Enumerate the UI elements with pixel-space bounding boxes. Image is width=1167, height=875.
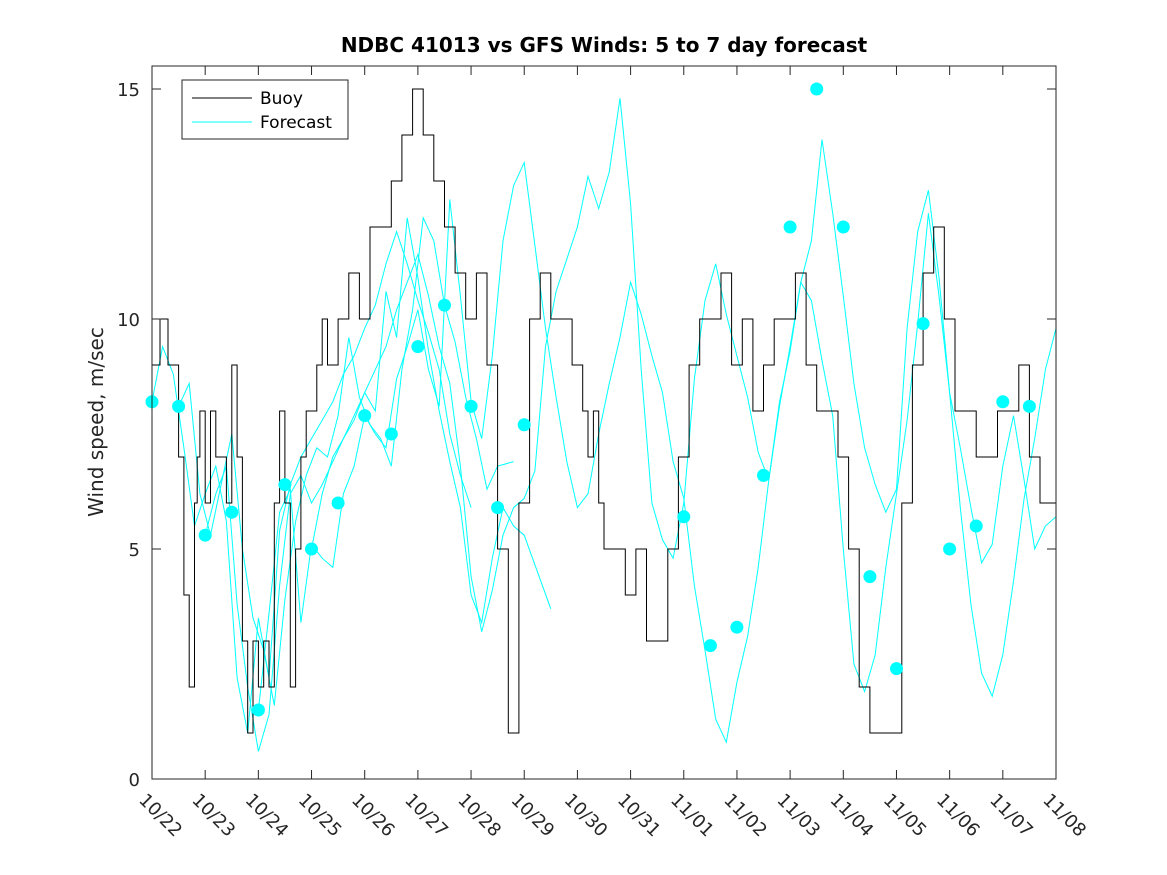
plot-frame	[151, 65, 1057, 780]
forecast-point	[464, 399, 478, 413]
forecast-point	[863, 570, 877, 584]
forecast-point	[305, 542, 318, 556]
forecast-point	[996, 395, 1010, 409]
y-axis-label: Wind speed, m/sec	[84, 327, 108, 517]
legend-forecast-label: Forecast	[260, 113, 332, 133]
legend-buoy-label: Buoy	[260, 89, 303, 109]
forecast-point	[943, 542, 957, 556]
forecast-point	[1022, 399, 1036, 413]
forecast-point	[225, 505, 239, 519]
buoy-line	[152, 88, 1056, 734]
forecast-point	[890, 662, 903, 676]
forecast-point	[703, 639, 717, 653]
forecast-trace-2	[178, 215, 514, 706]
chart-title: NDBC 41013 vs GFS Winds: 5 to 7 day fore…	[341, 33, 868, 57]
legend: Buoy Forecast	[181, 79, 349, 140]
legend-box	[181, 79, 349, 140]
forecast-point	[677, 510, 691, 524]
forecast-point	[783, 220, 797, 234]
forecast-point	[198, 528, 212, 542]
plot-area	[152, 66, 1056, 779]
forecast-point	[517, 418, 531, 432]
y-tick-label: 0	[129, 770, 140, 791]
y-tick-label: 5	[129, 540, 140, 561]
y-tick-label: 15	[117, 80, 140, 101]
forecast-point	[916, 317, 930, 331]
forecast-point	[358, 409, 372, 423]
forecast-point	[810, 82, 824, 96]
forecast-point	[172, 399, 186, 413]
forecast-point	[251, 703, 265, 717]
y-axis: 0 5 10 15	[117, 80, 1056, 791]
forecast-point	[491, 501, 505, 515]
forecast-point	[969, 519, 983, 533]
y-tick-label: 10	[117, 310, 140, 331]
forecast-point	[730, 620, 744, 634]
forecast-point	[384, 427, 398, 441]
forecast-point	[757, 468, 770, 482]
forecast-point	[331, 496, 345, 510]
forecast-point	[836, 220, 850, 234]
forecast-trace-3	[204, 217, 552, 752]
marker-layer	[145, 82, 1036, 717]
forecast-trace-5	[311, 98, 1057, 694]
forecast-point	[278, 478, 292, 492]
forecast-point	[411, 340, 425, 354]
forecast-point	[438, 298, 451, 312]
forecast-trace-4	[257, 139, 1057, 744]
series-layer	[151, 88, 1057, 752]
